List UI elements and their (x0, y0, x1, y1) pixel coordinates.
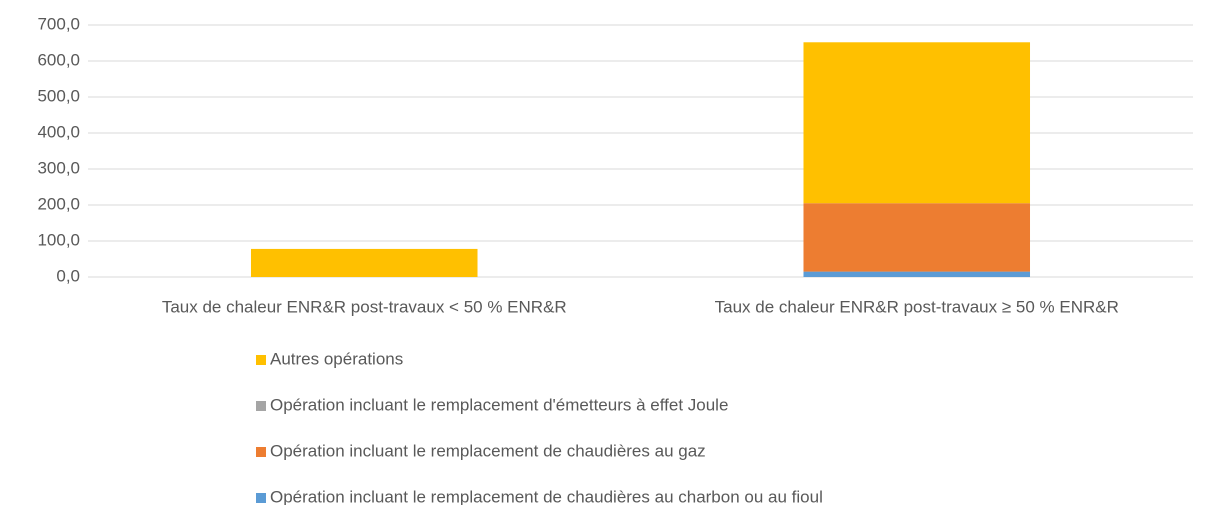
legend-swatch (256, 401, 266, 411)
y-tick-label: 0,0 (56, 266, 80, 285)
x-tick-label: Taux de chaleur ENR&R post-travaux < 50 … (162, 297, 567, 316)
legend-label: Autres opérations (270, 349, 403, 368)
y-tick-label: 200,0 (37, 194, 80, 213)
y-tick-label: 300,0 (37, 158, 80, 177)
y-tick-label: 700,0 (37, 14, 80, 33)
x-tick-label: Taux de chaleur ENR&R post-travaux ≥ 50 … (715, 297, 1119, 316)
y-tick-label: 100,0 (37, 230, 80, 249)
legend-swatch (256, 355, 266, 365)
y-tick-label: 600,0 (37, 50, 80, 69)
legend-label: Opération incluant le remplacement d'éme… (270, 395, 728, 414)
legend-label: Opération incluant le remplacement de ch… (270, 441, 706, 460)
bar-segment (803, 42, 1031, 204)
bar-segment (803, 271, 1031, 277)
bar-segment (250, 248, 478, 277)
legend-swatch (256, 447, 266, 457)
legend-label: Opération incluant le remplacement de ch… (270, 487, 823, 505)
bar-segment (803, 203, 1031, 272)
legend-swatch (256, 493, 266, 503)
y-tick-label: 500,0 (37, 86, 80, 105)
y-tick-label: 400,0 (37, 122, 80, 141)
